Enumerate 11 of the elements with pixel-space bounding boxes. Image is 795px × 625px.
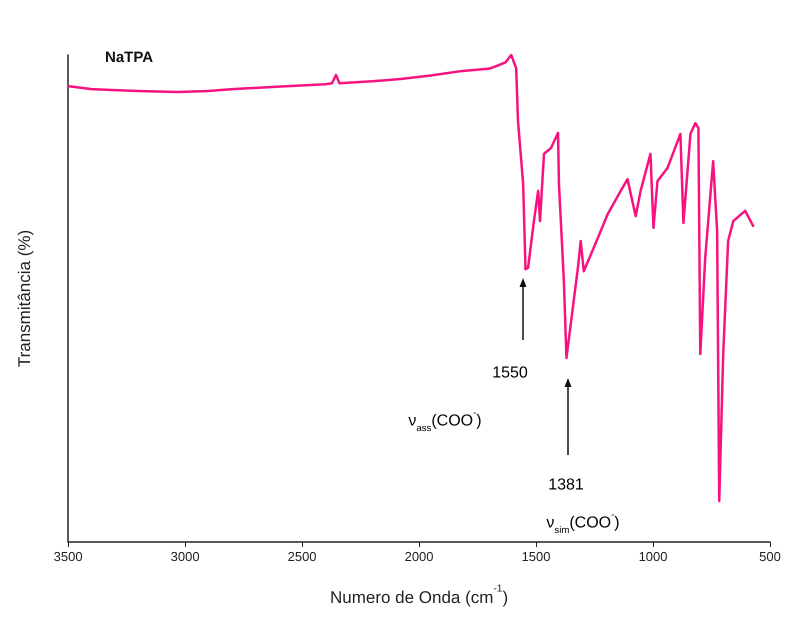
annotation: 1381 [548, 476, 584, 494]
y-axis-title: Transmitância (%) [15, 230, 34, 368]
x-tick-label: 1000 [638, 549, 668, 564]
x-tick-label: 3000 [170, 549, 200, 564]
annotation: 1550 [492, 364, 528, 382]
x-tick-label: 3500 [54, 549, 83, 564]
x-tick-label: 500 [759, 549, 781, 564]
x-tick-label: 2500 [288, 549, 317, 564]
x-tick-label: 2000 [404, 549, 434, 564]
chart-title: NaTPA [105, 49, 154, 66]
x-tick-label: 1500 [522, 549, 550, 564]
